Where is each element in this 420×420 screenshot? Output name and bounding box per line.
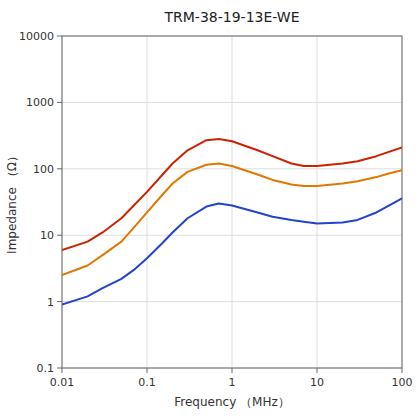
y-grid-line xyxy=(62,235,402,236)
series-line xyxy=(62,164,402,276)
y-grid-line xyxy=(62,301,402,302)
y-axis-label: Impedance （Ω） xyxy=(5,150,19,254)
x-axis-label: Frequency （MHz） xyxy=(174,395,289,409)
x-tick-label: 100 xyxy=(392,376,413,389)
axes: 0.010.11101000.1110100100010000 xyxy=(19,30,413,389)
y-tick-label: 100 xyxy=(33,163,54,176)
y-tick-label: 10000 xyxy=(19,30,54,43)
x-grid-line xyxy=(232,36,233,368)
x-tick xyxy=(147,368,148,373)
y-tick xyxy=(57,102,62,103)
y-tick xyxy=(57,168,62,169)
series-lines xyxy=(62,139,402,305)
chart-svg: 0.010.11101000.1110100100010000TRM-38-19… xyxy=(0,0,420,420)
y-tick xyxy=(57,368,62,369)
chart-title: TRM-38-19-13E-WE xyxy=(164,9,300,25)
x-grid-line xyxy=(317,36,318,368)
x-tick-label: 10 xyxy=(310,376,324,389)
series-line xyxy=(62,198,402,304)
series-line xyxy=(62,139,402,250)
y-tick xyxy=(57,235,62,236)
y-tick-label: 0.1 xyxy=(37,362,55,375)
x-tick-label: 0.01 xyxy=(50,376,75,389)
x-tick-label: 1 xyxy=(229,376,236,389)
x-tick-label: 0.1 xyxy=(138,376,156,389)
y-tick-label: 1 xyxy=(47,296,54,309)
plot-frame xyxy=(62,36,402,368)
y-tick-label: 10 xyxy=(40,229,54,242)
x-tick xyxy=(62,368,63,373)
x-tick xyxy=(402,368,403,373)
x-tick xyxy=(317,368,318,373)
y-grid-line xyxy=(62,102,402,103)
x-grid-line xyxy=(147,36,148,368)
y-tick xyxy=(57,301,62,302)
x-tick xyxy=(232,368,233,373)
y-grid-line xyxy=(62,168,402,169)
grid xyxy=(62,36,402,368)
y-tick-label: 1000 xyxy=(26,96,54,109)
y-tick xyxy=(57,36,62,37)
